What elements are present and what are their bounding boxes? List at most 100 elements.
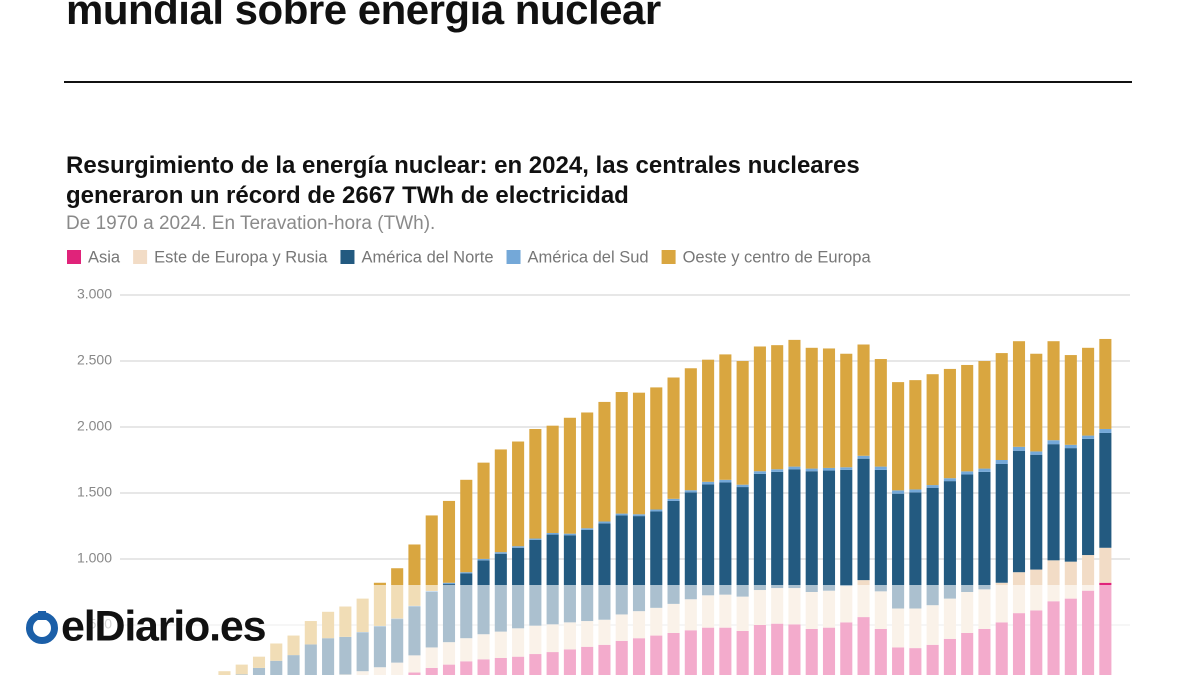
bar-segment xyxy=(1030,451,1043,455)
y-tick-label: 2.500 xyxy=(77,352,112,368)
legend-swatch xyxy=(67,250,81,264)
bar-segment xyxy=(512,546,525,548)
bar-segment xyxy=(632,392,646,515)
bar-segment xyxy=(926,374,939,486)
bar-segment xyxy=(995,353,1008,460)
bar-segment xyxy=(442,500,456,583)
bar-segment xyxy=(1030,454,1043,570)
bar-segment xyxy=(1064,355,1077,445)
bar-segment xyxy=(771,471,784,589)
bar-segment xyxy=(1099,428,1112,433)
bar-segment xyxy=(805,471,818,592)
bar-segment xyxy=(961,474,974,592)
bar-segment xyxy=(1099,547,1112,583)
bar-segment xyxy=(1099,338,1112,429)
bar-segment xyxy=(857,455,870,459)
bar-segment xyxy=(494,449,507,553)
bar-segment xyxy=(822,470,836,591)
bar-segment xyxy=(874,469,887,592)
legend-label: Este de Europa y Rusia xyxy=(154,248,328,266)
y-tick-label: 3.000 xyxy=(77,286,112,302)
logo-text: elDiario.es xyxy=(61,602,266,650)
bar-segment xyxy=(632,514,646,517)
bar-segment xyxy=(840,467,853,470)
bar-segment xyxy=(943,478,956,482)
bar-segment xyxy=(494,552,507,554)
bar-segment xyxy=(615,513,628,516)
bar-segment xyxy=(909,492,922,609)
bar-segment xyxy=(1047,444,1060,561)
bar-segment xyxy=(978,471,991,590)
bar-segment xyxy=(719,354,732,480)
logo-overlay xyxy=(0,585,1200,675)
legend-swatch xyxy=(661,250,676,264)
bar-segment xyxy=(995,463,1008,583)
bar-segment xyxy=(874,466,887,470)
bar-segment xyxy=(563,417,576,534)
bar-segment xyxy=(667,377,680,499)
legend-label: América del Sud xyxy=(528,248,649,266)
bar-segment xyxy=(1012,450,1026,573)
bar-segment xyxy=(909,380,922,490)
bar-segment xyxy=(961,471,974,475)
chart-title: Resurgimiento de la energía nuclear: en … xyxy=(66,152,860,209)
bar-segment xyxy=(892,382,905,491)
bar-segment xyxy=(477,558,490,561)
bar-segment xyxy=(1012,341,1026,447)
bar-segment xyxy=(857,344,870,456)
bar-segment xyxy=(667,500,680,604)
legend-label: América del Norte xyxy=(361,248,493,266)
logo-icon xyxy=(38,611,46,620)
bar-segment xyxy=(581,412,594,529)
bar-segment xyxy=(581,528,594,530)
bar-segment xyxy=(702,359,715,482)
bar-segment xyxy=(753,473,766,591)
bar-segment xyxy=(943,481,956,599)
headline: mundial sobre energía nuclear xyxy=(66,0,661,33)
legend-swatch xyxy=(340,250,355,264)
bar-segment xyxy=(650,387,663,510)
bar-segment xyxy=(529,538,542,540)
bar-segment xyxy=(771,469,784,472)
bar-segment xyxy=(615,392,628,514)
legend-swatch xyxy=(506,250,521,264)
bar-segment xyxy=(753,471,766,474)
bar-segment xyxy=(822,467,836,471)
y-tick-label: 1.000 xyxy=(77,550,112,566)
legend-swatch xyxy=(133,250,148,264)
bar-segment xyxy=(961,364,974,472)
bar-segment xyxy=(702,484,715,596)
bar-segment xyxy=(978,468,991,472)
legend: Asia Este de Europa y Rusia América del No… xyxy=(67,248,871,266)
bar-segment xyxy=(598,521,611,524)
logo: elDiario.es xyxy=(26,602,267,650)
bar-segment xyxy=(1082,347,1095,436)
bar-segment xyxy=(719,479,732,483)
bar-segment xyxy=(1082,438,1095,556)
bar-segment xyxy=(1012,446,1026,451)
bar-segment xyxy=(995,460,1008,464)
bar-segment xyxy=(1082,435,1095,439)
bar-segment xyxy=(736,484,749,488)
bar-segment xyxy=(460,479,473,573)
bar-segment xyxy=(1064,444,1077,449)
bar-segment xyxy=(736,487,749,597)
bar-segment xyxy=(477,462,490,559)
divider xyxy=(64,81,1132,83)
bar-segment xyxy=(805,468,818,472)
bar-segment xyxy=(598,401,611,522)
bar-segment xyxy=(1099,432,1112,548)
bar-segment xyxy=(978,361,991,469)
bar-segment xyxy=(684,492,697,600)
bar-segment xyxy=(926,485,939,488)
bar-segment xyxy=(1030,353,1043,452)
chart-subtitle: De 1970 a 2024. En Teravation-hora (TWh)… xyxy=(66,213,436,234)
bar-segment xyxy=(563,533,576,536)
bar-segment xyxy=(788,466,801,470)
bar-segment xyxy=(771,345,784,470)
bar-segment xyxy=(684,368,697,491)
bar-segment xyxy=(788,339,801,467)
y-tick-label: 2.000 xyxy=(77,418,112,434)
bar-segment xyxy=(425,515,438,591)
bar-segment xyxy=(719,482,732,595)
